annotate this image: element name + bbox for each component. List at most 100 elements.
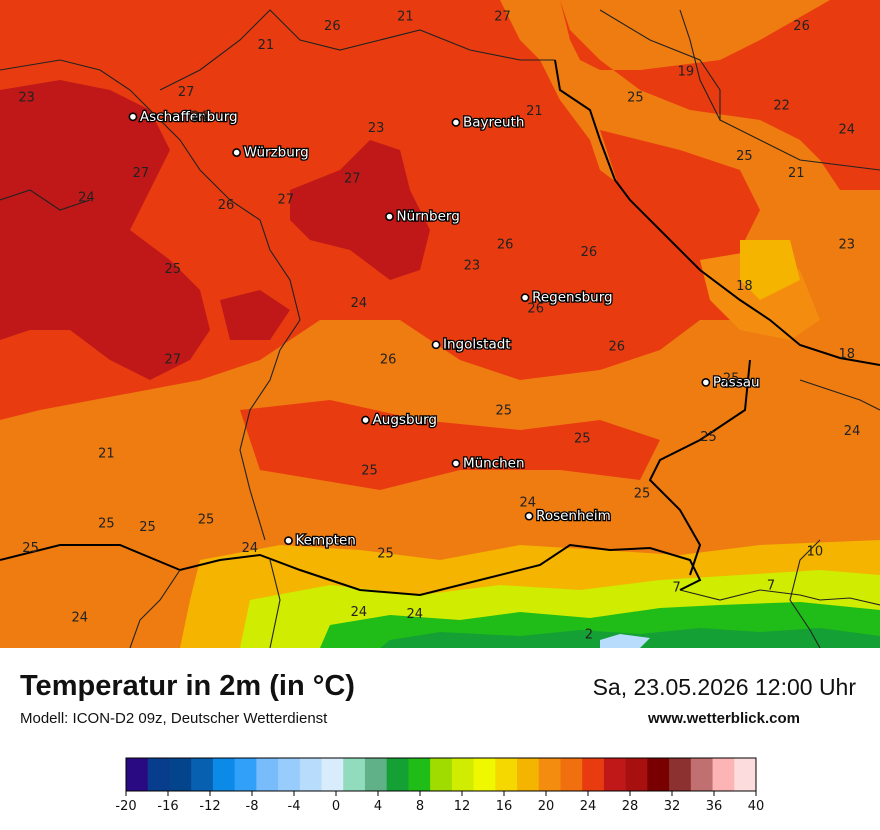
temperature-value-label: 26	[497, 238, 514, 253]
temperature-value-label: 24	[351, 605, 368, 620]
legend-swatch	[647, 758, 670, 791]
city-label: Würzburg	[244, 145, 309, 161]
temperature-value-label: 21	[397, 10, 414, 25]
city-label: Aschaffenburg	[140, 109, 238, 125]
temperature-value-label: 23	[368, 121, 385, 136]
temperature-value-label: 26	[218, 198, 235, 213]
temperature-value-label: 24	[242, 541, 259, 556]
city-marker	[284, 536, 293, 546]
legend-swatch	[212, 758, 236, 791]
legend-swatches	[125, 757, 757, 792]
legend-swatch	[712, 758, 735, 791]
temperature-value-label: 27	[278, 192, 295, 207]
temperature-value-label: 24	[78, 191, 95, 206]
state-borders	[0, 9, 880, 648]
temperature-value-label: 24	[71, 611, 88, 626]
legend-tick-label: 24	[580, 799, 597, 814]
legend-swatch	[582, 758, 605, 791]
legend-tick-label: -8	[246, 799, 259, 814]
legend-swatch	[473, 758, 496, 791]
temperature-value-label: 21	[526, 104, 543, 119]
country-borders	[0, 59, 880, 597]
temperature-value-label: 25	[377, 547, 394, 562]
website-link[interactable]: www.wetterblick.com	[648, 710, 800, 727]
legend-frame	[125, 757, 757, 792]
temperature-map: Aschaffenburg Würzburg Bayreuth Nürnberg Reg…	[0, 0, 880, 648]
temperature-value-label: 25	[98, 516, 115, 531]
temperature-value-label: 26	[609, 339, 626, 354]
city-marker	[361, 415, 370, 425]
legend-tick-label: -20	[115, 799, 136, 814]
temperature-value-label: 24	[351, 296, 368, 311]
city-marker	[524, 511, 534, 521]
legend-swatch	[191, 758, 214, 791]
legend-tick-label: -4	[288, 799, 301, 814]
temperature-value-label: 24	[838, 123, 855, 138]
temperature-value-label: 26	[793, 19, 810, 34]
legend-swatch	[560, 758, 583, 791]
legend-tick-label: 8	[416, 799, 424, 814]
city-label: Rosenheim	[536, 508, 611, 524]
legend-swatch	[495, 758, 518, 791]
temperature-value-label: 25	[22, 541, 39, 556]
legend-swatch	[364, 758, 388, 791]
temperature-value-label: 27	[344, 172, 361, 187]
temperature-value-label: 25	[361, 464, 378, 479]
legend-swatch	[734, 758, 757, 791]
city-label: Ingolstadt	[443, 337, 511, 353]
legend-ticks: -20 -16 -12 -8 -4 0 4 8 12 16 20 24 28 32 36 40	[115, 791, 764, 814]
city-label: Kempten	[295, 533, 355, 549]
legend-swatch	[278, 758, 301, 791]
legend-tick-label: 32	[664, 799, 681, 814]
temperature-value-label: 26	[380, 353, 397, 368]
legend-swatch	[517, 758, 540, 791]
valid-datetime: Sa, 23.05.2026 12:00 Uhr	[592, 674, 856, 700]
temperature-value-label: 25	[700, 430, 717, 445]
temperature-value-label: 25	[139, 520, 156, 535]
temperature-value-label: 19	[678, 64, 695, 79]
legend-tick-label: 4	[374, 799, 382, 814]
legend-tick-label: 12	[454, 799, 471, 814]
temperature-value-label: 25	[574, 432, 591, 447]
legend-swatch	[126, 758, 149, 791]
temperature-value-label: 23	[464, 258, 481, 273]
temperature-value-label: 7	[767, 579, 775, 594]
region-hot-nuernberg	[290, 140, 430, 280]
legend-tick-label: 16	[496, 799, 513, 814]
city-marker	[520, 293, 530, 303]
legend-swatch	[147, 758, 170, 791]
temperature-value-label: 23	[18, 91, 35, 106]
temperature-value-label: 27	[165, 353, 182, 368]
legend-tick-label: -12	[199, 799, 220, 814]
city-marker	[128, 112, 138, 122]
temperature-value-label: 24	[844, 424, 861, 439]
temperature-value-label: 26	[527, 302, 544, 317]
region-mild-northeast	[740, 240, 800, 300]
legend-swatch	[169, 758, 192, 791]
legend-swatch	[408, 758, 431, 791]
legend-tick-label: 20	[538, 799, 555, 814]
region-warm-east	[600, 130, 760, 250]
temperature-value-label: 25	[165, 262, 182, 277]
city-label: Passau	[713, 374, 760, 390]
temperature-value-label: 18	[838, 347, 855, 362]
temperature-value-label: 10	[807, 545, 824, 560]
legend-swatch	[603, 758, 627, 791]
legend-tick-label: 36	[706, 799, 723, 814]
temperature-value-label: 27	[494, 10, 511, 25]
temperature-value-label: 21	[788, 166, 805, 181]
legend-swatch	[625, 758, 648, 791]
legend-tick-label: -16	[157, 799, 178, 814]
temperature-value-label: 25	[627, 91, 644, 106]
legend-swatch	[690, 758, 714, 791]
legend-swatch	[299, 758, 323, 791]
legend-tick-label: 40	[748, 799, 765, 814]
region-warm	[0, 0, 880, 420]
temperature-value-label: 27	[133, 166, 150, 181]
city-label: Augsburg	[373, 412, 437, 428]
temperature-value-label: 25	[496, 403, 513, 418]
region-alpine-cold	[600, 634, 650, 648]
legend-swatch	[669, 758, 692, 791]
temperature-value-label: 24	[519, 496, 536, 511]
temperature-value-label: 24	[406, 607, 423, 622]
